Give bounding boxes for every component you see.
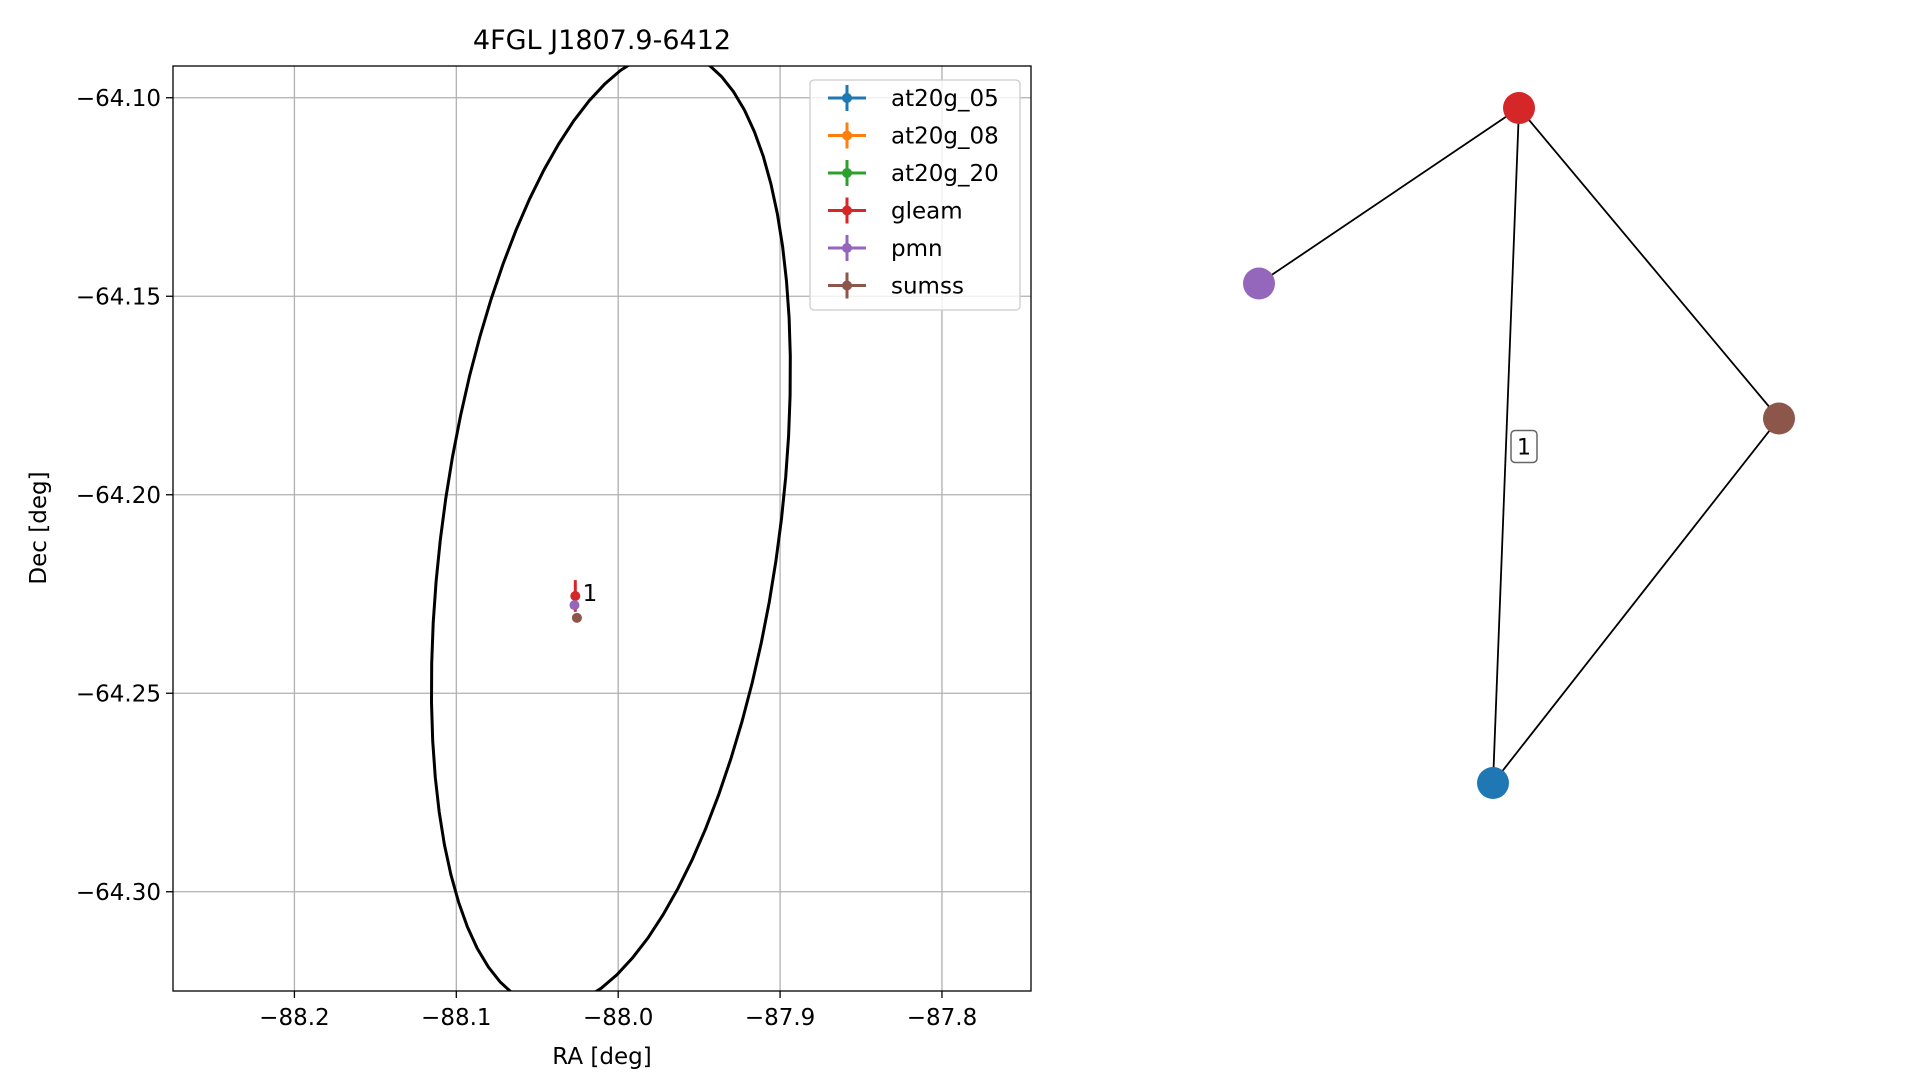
legend-label: sumss bbox=[891, 274, 964, 300]
legend-marker-dot bbox=[842, 168, 852, 178]
x-axis-ticks: −88.2 −88.1 −88.0 −87.9 −87.8 bbox=[259, 991, 977, 1031]
graph-node-at20g bbox=[1477, 767, 1509, 799]
legend-marker-dot bbox=[842, 280, 852, 291]
legend-marker-dot bbox=[842, 205, 852, 216]
edge-label-box bbox=[1510, 429, 1538, 464]
x-tick-label: −88.1 bbox=[421, 1005, 491, 1031]
legend-label: gleam bbox=[891, 199, 963, 225]
legend-marker-dot bbox=[842, 243, 852, 253]
legend-entry-sumss: sumss bbox=[828, 272, 964, 300]
x-tick-label: −87.8 bbox=[907, 1005, 977, 1031]
point-sumss bbox=[571, 612, 582, 623]
graph-edge-gleam-pmn bbox=[1258, 107, 1520, 285]
plot-content: 1 bbox=[429, 66, 792, 991]
graph-node-gleam bbox=[1503, 92, 1535, 124]
legend-box bbox=[809, 79, 1021, 311]
y-tick-label: −64.15 bbox=[76, 284, 161, 310]
x-axis-label: RA [deg] bbox=[552, 1044, 651, 1070]
y-tick-label: −64.25 bbox=[76, 681, 161, 707]
association-graph: 1 bbox=[1243, 92, 1795, 799]
y-tick-label: −64.20 bbox=[76, 483, 161, 509]
point-gleam bbox=[570, 590, 581, 601]
y-axis-label: Dec [deg] bbox=[26, 471, 52, 584]
graph-nodes bbox=[1243, 92, 1795, 799]
graph-edge-gleam-at20g bbox=[1492, 107, 1520, 784]
legend-entry-at20g_20: at20g_20 bbox=[828, 160, 999, 187]
x-tick-label: −88.0 bbox=[583, 1005, 653, 1031]
point-annotation: 1 bbox=[583, 581, 598, 607]
y-tick-label: −64.10 bbox=[76, 86, 161, 112]
graph-edge-sumss-at20g bbox=[1492, 417, 1780, 784]
graph-edge-labels: 1 bbox=[1510, 429, 1538, 464]
y-tick-label: −64.30 bbox=[76, 880, 161, 906]
sky-plot: 1 −88.2 −88.1 −88.0 −87.9 −87.8 −64.10 −64.15… bbox=[26, 25, 1032, 1070]
legend-entry-at20g_05: at20g_05 bbox=[828, 85, 999, 112]
graph-edge-gleam-sumss bbox=[1518, 107, 1780, 420]
legend-entry-pmn: pmn bbox=[828, 235, 943, 262]
y-axis-ticks: −64.10 −64.15 −64.20 −64.25 −64.30 bbox=[76, 86, 173, 906]
graph-edges bbox=[1258, 107, 1780, 784]
point-pmn bbox=[569, 600, 580, 611]
legend-entry-at20g_08: at20g_08 bbox=[828, 122, 999, 150]
plot-frame bbox=[172, 65, 1032, 992]
legend-label: at20g_08 bbox=[891, 124, 999, 150]
x-tick-label: −88.2 bbox=[259, 1005, 329, 1031]
legend-marker-dot bbox=[842, 130, 852, 141]
graph-node-pmn bbox=[1243, 267, 1275, 300]
chart-title: 4FGL J1807.9-6412 bbox=[473, 25, 731, 56]
uncertainty-ellipse bbox=[429, 66, 792, 991]
legend-marker-dot bbox=[842, 93, 852, 103]
x-tick-label: −87.9 bbox=[745, 1005, 815, 1031]
legend-label: at20g_05 bbox=[891, 86, 999, 112]
legend-entry-gleam: gleam bbox=[828, 197, 963, 225]
legend-label: pmn bbox=[891, 236, 943, 262]
legend-label: at20g_20 bbox=[891, 161, 999, 187]
edge-label: 1 bbox=[1517, 436, 1531, 461]
graph-node-sumss bbox=[1763, 402, 1795, 435]
